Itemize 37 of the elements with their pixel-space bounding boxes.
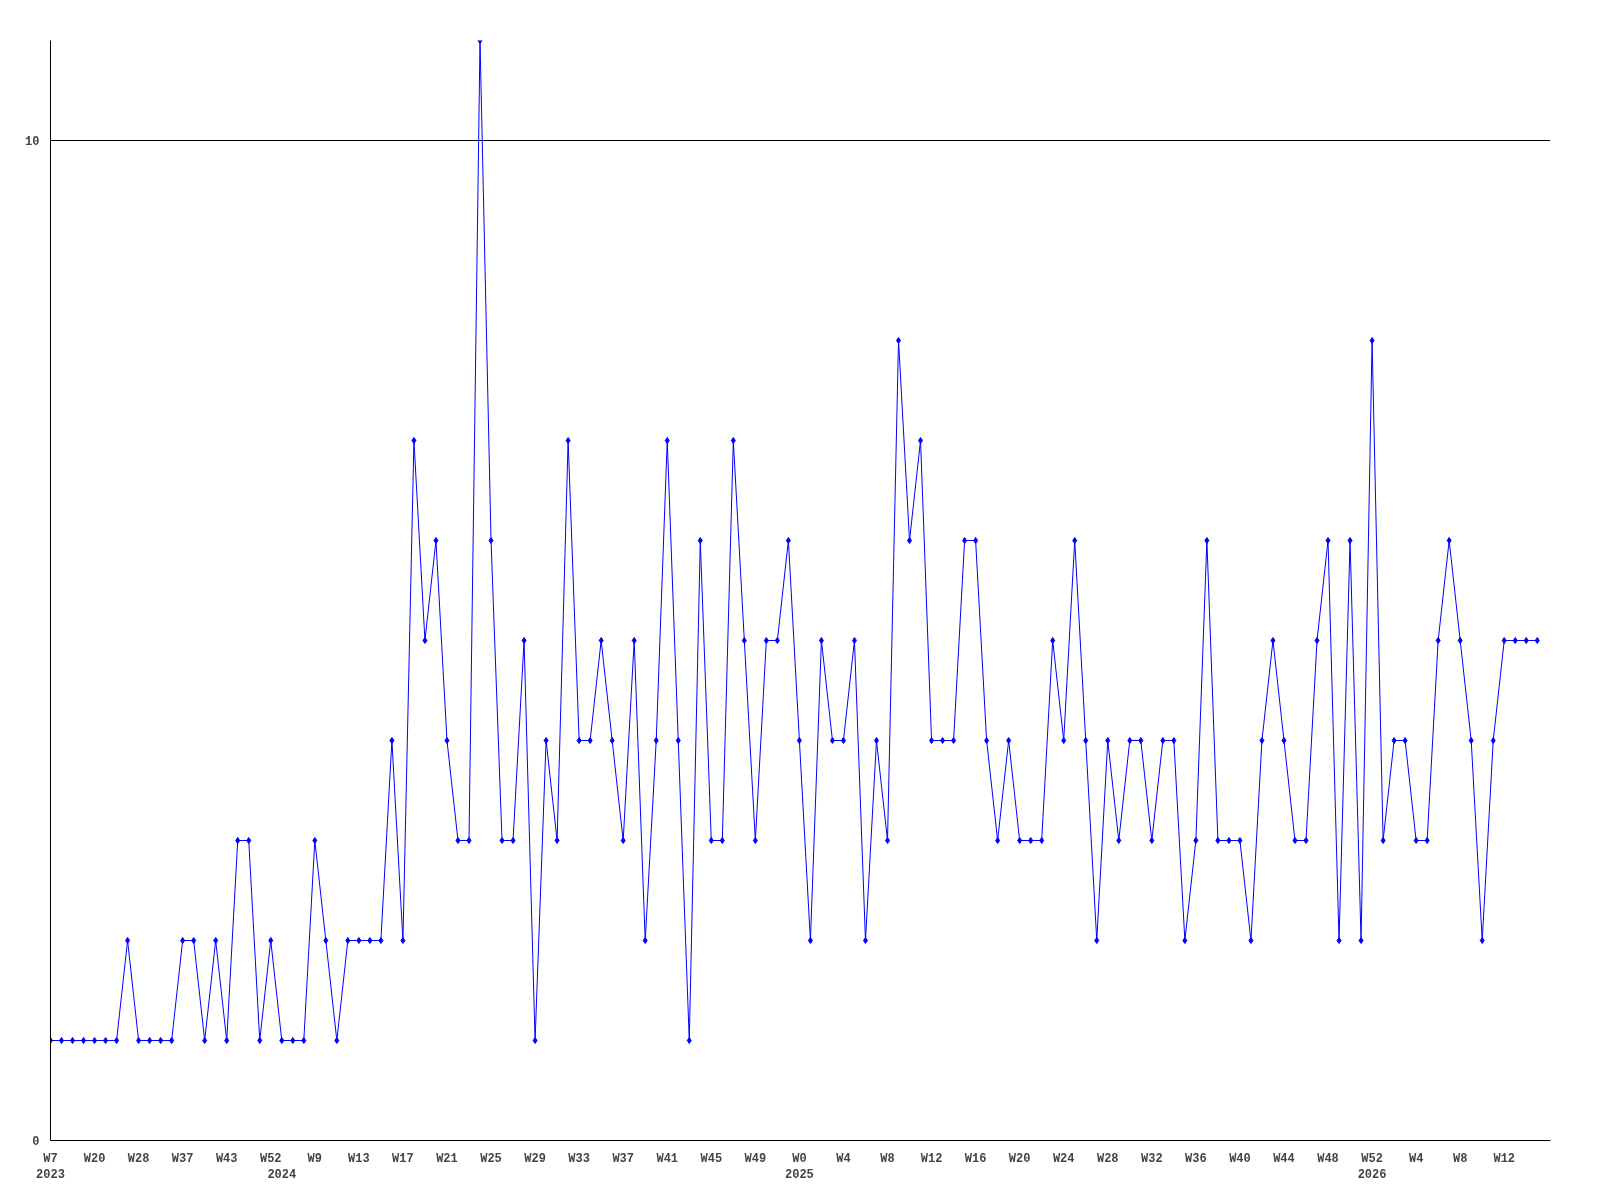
x-tick-label: W24 <box>1052 1151 1075 1166</box>
x-tick-label: W8 <box>1452 1151 1468 1166</box>
x-tick-label: W13 <box>348 1151 370 1166</box>
x-tick-label: W0 2025 <box>785 1151 814 1183</box>
x-tick-label: W49 <box>744 1151 767 1166</box>
x-tick-label: W28 <box>1096 1151 1119 1166</box>
x-tick-label: W12 <box>920 1151 943 1166</box>
x-tick-label: W40 <box>1229 1151 1251 1166</box>
x-tick-label: W12 <box>1493 1151 1516 1166</box>
x-tick-label: W37 <box>171 1151 194 1166</box>
x-tick-label: W20 <box>1008 1151 1031 1166</box>
x-tick-label: W43 <box>215 1151 238 1166</box>
y-tick-label: 0 <box>32 1135 40 1149</box>
x-tick-label: W33 <box>568 1151 590 1166</box>
x-tick-label: W29 <box>524 1151 546 1166</box>
x-tick-label: W32 <box>1141 1151 1163 1166</box>
x-tick-label: W48 <box>1317 1151 1339 1166</box>
x-tick-label: W4 <box>1408 1151 1424 1166</box>
x-tick-label: W52 2026 <box>1357 1151 1387 1183</box>
x-tick-label: W28 <box>127 1151 150 1166</box>
x-tick-label: W41 <box>656 1151 679 1166</box>
x-tick-label: W37 <box>612 1151 634 1166</box>
x-tick-label: W16 <box>964 1151 987 1166</box>
x-tick-label: W8 <box>880 1151 895 1166</box>
x-tick-label: W45 <box>700 1151 723 1166</box>
y-tick-label: 10 <box>25 135 40 149</box>
x-tick-label: W44 <box>1273 1151 1295 1166</box>
x-tick-label: W20 <box>83 1151 106 1166</box>
x-tick-label: W17 <box>392 1151 414 1166</box>
x-tick-label: W7 2023 <box>36 1151 65 1183</box>
x-tick-label: W9 <box>307 1151 323 1166</box>
x-tick-label: W36 <box>1185 1151 1207 1166</box>
x-tick-label: W52 <box>259 1151 282 1166</box>
x-tick-label: 2024 <box>267 1168 297 1183</box>
x-tick-label: W21 <box>436 1151 458 1166</box>
x-tick-label: W4 <box>836 1151 851 1166</box>
x-tick-label: W25 <box>480 1151 502 1166</box>
